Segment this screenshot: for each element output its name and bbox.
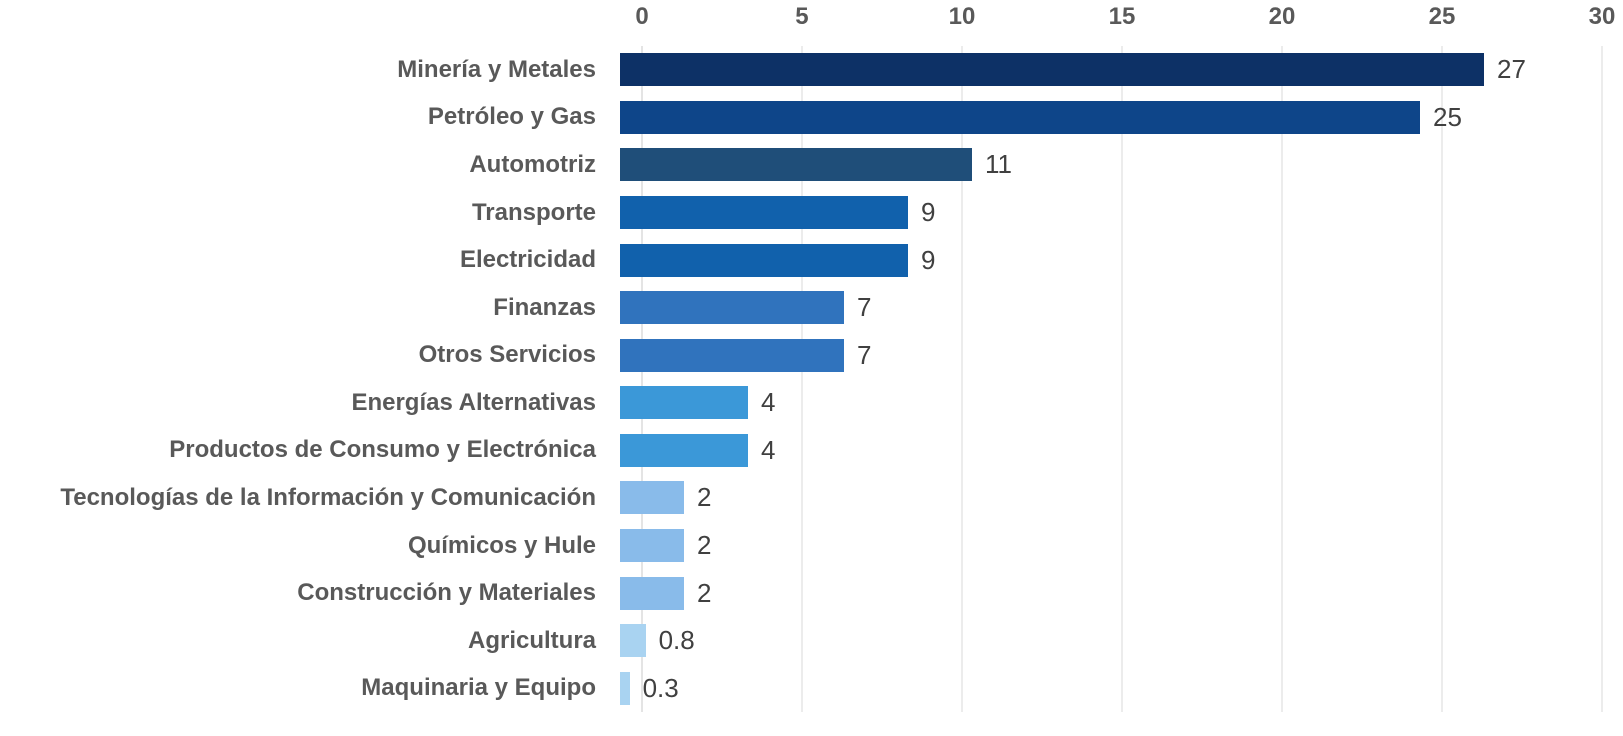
bar-row: Maquinaria y Equipo 0.3 xyxy=(0,665,1623,713)
axis-line xyxy=(641,46,643,712)
gridline xyxy=(1601,46,1603,712)
category-label: Automotriz xyxy=(469,150,596,178)
value-label: 2 xyxy=(697,530,712,561)
bar-row: Energías Alternativas 4 xyxy=(0,379,1623,427)
bar-rows: Minería y Metales 27 Petróleo y Gas 25 A… xyxy=(0,46,1623,712)
x-axis-tick-label: 15 xyxy=(1108,3,1136,30)
category-label: Productos de Consumo y Electrónica xyxy=(169,436,596,464)
x-axis-tick-label: 5 xyxy=(795,3,809,30)
bar-track: 9 xyxy=(620,236,1580,284)
x-axis-tick-label: 25 xyxy=(1428,3,1456,30)
value-label: 4 xyxy=(761,434,776,465)
bar-track: 25 xyxy=(620,94,1580,142)
bar xyxy=(620,529,684,563)
bar-row: Minería y Metales 27 xyxy=(0,46,1623,94)
bar-row: Automotriz 11 xyxy=(0,141,1623,189)
category-label: Electricidad xyxy=(459,246,596,274)
bar xyxy=(620,338,844,372)
category-label: Construcción y Materiales xyxy=(297,579,596,607)
value-label: 7 xyxy=(857,292,872,323)
bar-row: Tecnologías de la Información y Comunica… xyxy=(0,474,1623,522)
category-label: Otros Servicios xyxy=(418,341,596,369)
bar xyxy=(620,481,684,515)
bar xyxy=(620,671,630,705)
x-axis-tick-label: 10 xyxy=(948,3,976,30)
bar-row: Otros Servicios 7 xyxy=(0,331,1623,379)
category-label: Tecnologías de la Información y Comunica… xyxy=(60,483,596,511)
category-label: Químicos y Hule xyxy=(407,531,596,559)
bar-track: 27 xyxy=(620,46,1580,94)
gridline xyxy=(801,46,803,712)
value-label: 25 xyxy=(1433,101,1462,132)
bar xyxy=(620,576,684,610)
bar xyxy=(620,433,748,467)
bar xyxy=(620,148,972,182)
category-label: Energías Alternativas xyxy=(351,388,596,416)
value-label: 9 xyxy=(921,244,936,275)
category-label: Transporte xyxy=(471,198,596,226)
bar-row: Construcción y Materiales 2 xyxy=(0,569,1623,617)
gridline xyxy=(1441,46,1443,712)
bar-row: Productos de Consumo y Electrónica 4 xyxy=(0,427,1623,475)
value-label: 7 xyxy=(857,339,872,370)
value-label: 27 xyxy=(1497,54,1526,85)
bar-row: Finanzas 7 xyxy=(0,284,1623,332)
bar xyxy=(620,196,908,230)
bar-track: 4 xyxy=(620,379,1580,427)
category-label: Petróleo y Gas xyxy=(427,103,596,131)
value-label: 0.3 xyxy=(642,672,679,703)
bar xyxy=(620,386,748,420)
bar-track: 4 xyxy=(620,427,1580,475)
bar-row: Petróleo y Gas 25 xyxy=(0,94,1623,142)
bar-track: 2 xyxy=(620,474,1580,522)
category-label: Maquinaria y Equipo xyxy=(361,674,596,702)
category-label: Agricultura xyxy=(467,626,596,654)
plot-area xyxy=(641,46,1603,712)
value-label: 9 xyxy=(921,197,936,228)
bar-track: 2 xyxy=(620,569,1580,617)
bar xyxy=(620,624,646,658)
x-axis: 0 5 10 15 20 25 30 xyxy=(635,0,1615,40)
x-axis-tick-label: 30 xyxy=(1588,3,1616,30)
bar xyxy=(620,243,908,277)
value-label: 2 xyxy=(697,577,712,608)
value-label: 11 xyxy=(985,149,1012,180)
bar-track: 11 xyxy=(620,141,1580,189)
category-label: Minería y Metales xyxy=(397,55,596,83)
bar-row: Agricultura 0.8 xyxy=(0,617,1623,665)
bar-track: 7 xyxy=(620,284,1580,332)
bar-row: Transporte 9 xyxy=(0,189,1623,237)
bar-track: 2 xyxy=(620,522,1580,570)
value-label: 4 xyxy=(761,387,776,418)
value-label: 0.8 xyxy=(658,625,695,656)
bar-row: Químicos y Hule 2 xyxy=(0,522,1623,570)
bar-track: 0.8 xyxy=(620,617,1580,665)
category-label: Finanzas xyxy=(493,293,596,321)
bar-row: Electricidad 9 xyxy=(0,236,1623,284)
bar-track: 7 xyxy=(620,331,1580,379)
bar xyxy=(620,53,1484,87)
x-axis-tick-label: 20 xyxy=(1268,3,1296,30)
bar-track: 0.3 xyxy=(620,665,1580,713)
gridline xyxy=(1281,46,1283,712)
bar xyxy=(620,291,844,325)
gridline xyxy=(1121,46,1123,712)
bar xyxy=(620,100,1420,134)
gridline xyxy=(961,46,963,712)
bar-track: 9 xyxy=(620,189,1580,237)
x-axis-tick-label: 0 xyxy=(635,3,649,30)
value-label: 2 xyxy=(697,482,712,513)
